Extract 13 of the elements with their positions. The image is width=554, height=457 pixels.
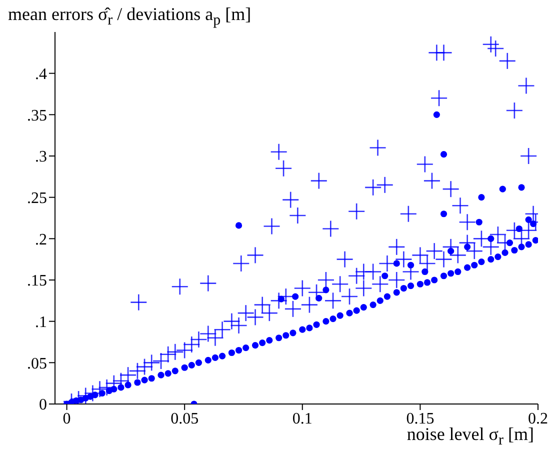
y-tick-label: .35 xyxy=(27,107,47,124)
y-tick-label: .05 xyxy=(27,355,47,372)
y-axis-title: mean errors σ̂$_{r}$ / deviations a$_{p}$ [m] xyxy=(8,4,252,30)
x-tick-label: 0 xyxy=(62,410,71,428)
y-tick-label: .15 xyxy=(27,272,47,290)
y-tick-label: .4 xyxy=(35,66,47,84)
y-tick-label: .2 xyxy=(35,231,47,248)
x-tick-label: 0.1 xyxy=(292,410,312,428)
x-tick-label: 0.05 xyxy=(170,410,199,428)
y-tick-label: 0 xyxy=(39,396,47,414)
y-tick-label: .3 xyxy=(35,148,47,166)
y-tick-label: .25 xyxy=(27,190,47,208)
y-tick-label: .1 xyxy=(35,314,47,332)
